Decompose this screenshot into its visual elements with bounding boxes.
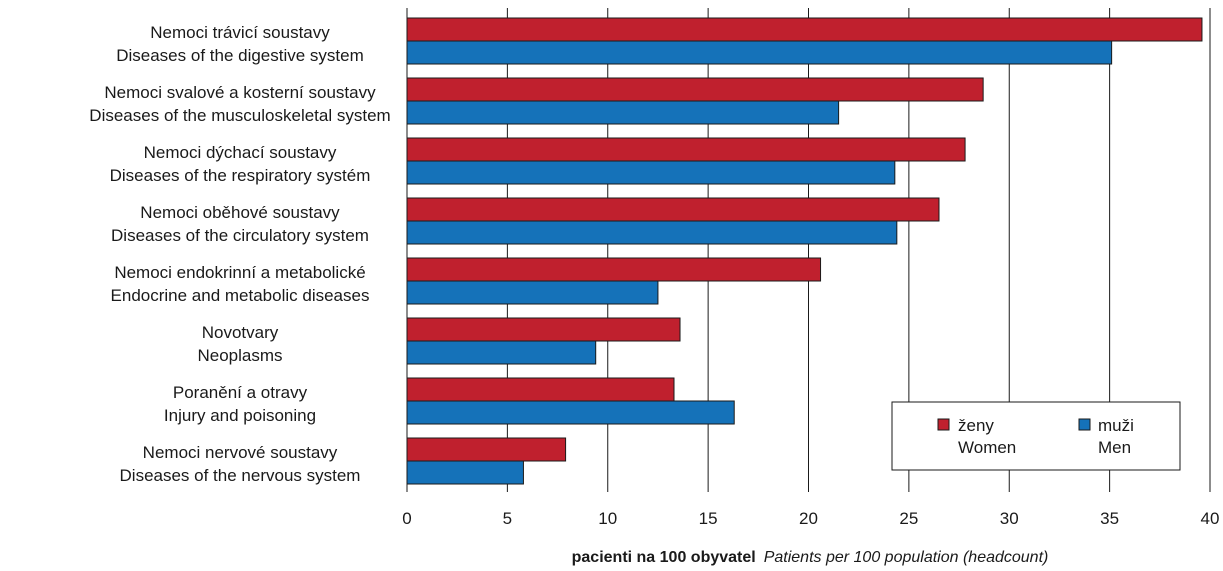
bar-men <box>406 40 1113 65</box>
bar-women <box>406 197 940 222</box>
category-label-cz: Nemoci trávicí soustavy <box>150 23 330 42</box>
bar-men <box>406 160 896 185</box>
x-axis-label: pacienti na 100 obyvatel Patients per 100… <box>572 549 1049 566</box>
category-label-cz: Nemoci svalové a kosterní soustavy <box>104 83 376 102</box>
x-tick-label: 40 <box>1201 509 1220 528</box>
x-axis-label-en: Patients per 100 population (headcount) <box>764 549 1049 566</box>
bar-women <box>406 137 966 162</box>
category-label-en: Injury and poisoning <box>164 406 316 425</box>
category-labels: Nemoci trávicí soustavy Diseases of the d… <box>89 23 390 485</box>
bar-men <box>406 280 659 305</box>
bars <box>406 17 1203 485</box>
category-label-en: Diseases of the nervous system <box>120 466 361 485</box>
category-label-cz: Nemoci oběhové soustavy <box>140 203 340 222</box>
category-label-en: Diseases of the circulatory system <box>111 226 369 245</box>
x-tick-label: 15 <box>699 509 718 528</box>
category-label-en: Neoplasms <box>197 346 282 365</box>
bar-women <box>406 257 822 282</box>
category-label-cz: Poranění a otravy <box>173 383 308 402</box>
x-tick-label: 10 <box>598 509 617 528</box>
x-tick-label: 0 <box>402 509 411 528</box>
x-tick-label: 25 <box>899 509 918 528</box>
legend: ženy Women muži Men <box>891 401 1181 471</box>
bar-men <box>406 220 898 245</box>
legend-box <box>891 401 1181 471</box>
category-label-cz: Nemoci dýchací soustavy <box>144 143 337 162</box>
bar-men <box>406 100 840 125</box>
category-label-cz: Nemoci endokrinní a metabolické <box>114 263 365 282</box>
category-label-en: Diseases of the respiratory systém <box>110 166 371 185</box>
category-label-en: Diseases of the musculoskeletal system <box>89 106 390 125</box>
x-tick-label: 20 <box>799 509 818 528</box>
x-tick-label: 5 <box>503 509 512 528</box>
bar-women <box>406 317 681 342</box>
x-axis-label-cz: pacienti na 100 obyvatel <box>572 549 756 566</box>
x-tick-label: 30 <box>1000 509 1019 528</box>
bar-women <box>406 437 567 462</box>
legend-label-en: Men <box>1098 438 1131 457</box>
bar-women <box>406 377 675 402</box>
category-label-en: Endocrine and metabolic diseases <box>111 286 370 305</box>
bar-women <box>406 17 1203 42</box>
legend-label-en: Women <box>958 438 1016 457</box>
category-label-cz: Novotvary <box>202 323 279 342</box>
bar-men <box>406 340 597 365</box>
bar-women <box>406 77 984 102</box>
legend-swatch-men <box>1078 418 1091 431</box>
legend-swatch-women <box>937 418 950 431</box>
category-label-en: Diseases of the digestive system <box>116 46 364 65</box>
legend-label-cz: muži <box>1098 416 1134 435</box>
bar-men <box>406 400 735 425</box>
category-label-cz: Nemoci nervové soustavy <box>143 443 338 462</box>
bar-men <box>406 460 524 485</box>
legend-label-cz: ženy <box>958 416 994 435</box>
x-tick-label: 35 <box>1100 509 1119 528</box>
x-axis-ticks: 0 5 10 15 20 25 30 35 40 <box>402 509 1219 528</box>
